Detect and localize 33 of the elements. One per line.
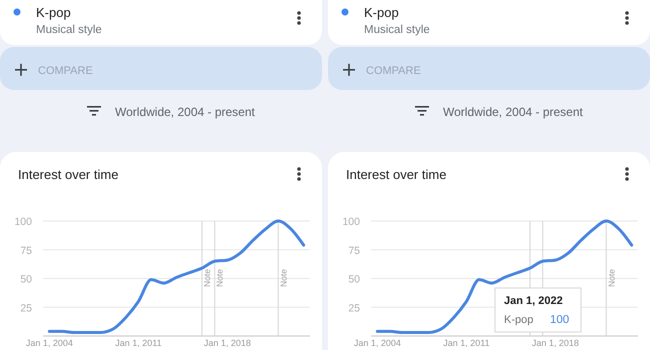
annotation: K-pop	[504, 314, 534, 326]
ref-line-label: Note	[214, 268, 225, 287]
text: Worldwide, 2004 - present	[443, 105, 584, 119]
x-tick-label: Jan 1, 2018	[532, 338, 579, 348]
text: K-pop	[36, 5, 71, 20]
y-tick-label: 75	[348, 244, 360, 257]
y-tick-label: 100	[342, 216, 360, 228]
chart-title: Interest over time	[18, 167, 118, 182]
ref-line-label: Note	[202, 268, 212, 287]
y-tick-label: 25	[348, 302, 360, 314]
x-tick-label: Jan 1, 2018	[204, 338, 251, 348]
x-tick-label: Jan 1, 2004	[354, 338, 401, 348]
chart-title: Interest over time	[346, 167, 446, 182]
y-tick-label: 75	[20, 244, 32, 257]
annotation: 100	[550, 314, 570, 326]
ref-line-label: Note	[278, 268, 288, 287]
text: COMPARE	[38, 65, 93, 77]
x-tick-label: Jan 1, 2011	[115, 338, 162, 348]
text: Musical style	[36, 24, 102, 36]
annotation: Jan 1, 2022	[504, 295, 563, 307]
y-tick-label: 100	[14, 216, 32, 228]
x-tick-label: Jan 1, 2011	[443, 338, 490, 348]
text: K-pop	[364, 5, 399, 20]
line-series	[376, 220, 634, 334]
text: COMPARE	[366, 65, 421, 77]
x-tick-label: Jan 1, 2004	[26, 338, 73, 348]
y-tick-label: 25	[20, 302, 32, 314]
ref-line-label: Note	[606, 268, 616, 287]
text: Worldwide, 2004 - present	[115, 105, 256, 119]
y-tick-label: 50	[348, 274, 360, 286]
y-tick-label: 50	[20, 274, 32, 286]
text: Musical style	[364, 24, 430, 36]
line-series	[48, 220, 306, 334]
